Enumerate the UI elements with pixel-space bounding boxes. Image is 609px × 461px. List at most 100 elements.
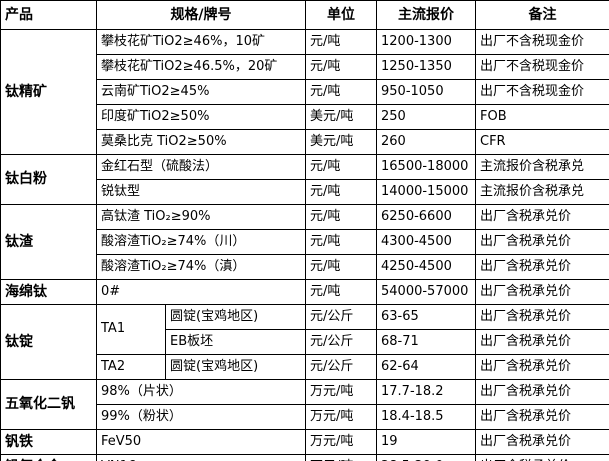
- spec-cell: 酸溶渣TiO₂≥74%（川）: [96, 229, 306, 255]
- table-row: 钛锭 TA1 圆锭(宝鸡地区) 元/公斤 63-65 出厂含税承兑价: [0, 304, 609, 380]
- table-row: 锐钛型 元/吨 14000-15000 主流报价含税承兑: [1, 179, 609, 205]
- price-cell: 6250-6600: [376, 204, 476, 230]
- unit-cell: 元/吨: [305, 154, 377, 180]
- unit-cell: 万元/吨: [305, 404, 377, 430]
- price-cell: 68-71: [376, 329, 476, 355]
- table-row: EB板坯 元/公斤 68-71 出厂含税承兑价: [1, 329, 609, 355]
- unit-cell: 元/吨: [305, 179, 377, 205]
- product-cell: 钒铁: [0, 429, 97, 455]
- price-cell: 1250-1350: [376, 54, 476, 80]
- note-cell: 主流报价含税承兑: [475, 179, 609, 205]
- product-cell: 钛白粉: [0, 154, 97, 205]
- spec-cell: VN16: [96, 454, 306, 461]
- note-cell: 出厂含税承兑价: [475, 279, 609, 305]
- note-cell: 主流报价含税承兑: [475, 154, 609, 180]
- note-cell: 出厂含税承兑价: [475, 229, 609, 255]
- spec-cell: 98%（片状）: [96, 379, 306, 405]
- table-row: 钛白粉 金红石型（硫酸法） 元/吨 16500-18000 主流报价含税承兑: [0, 154, 609, 205]
- spec-cell: 圆锭(宝鸡地区): [165, 304, 306, 330]
- unit-cell: 万元/吨: [305, 429, 377, 455]
- table-row: 酸溶渣TiO₂≥74%（川） 元/吨 4300-4500 出厂含税承兑价: [1, 229, 609, 255]
- table-row: 钒氮合金 VN16 万元/吨 28.5-29.0 出厂含税承兑价: [0, 454, 609, 461]
- unit-cell: 元/吨: [305, 79, 377, 105]
- spec-cell: FeV50: [96, 429, 306, 455]
- unit-cell: 元/公斤: [305, 329, 377, 355]
- price-cell: 17.7-18.2: [376, 379, 476, 405]
- spec-cell: 金红石型（硫酸法）: [96, 154, 306, 180]
- price-cell: 54000-57000: [376, 279, 476, 305]
- product-cell: 海绵钛: [0, 279, 97, 305]
- spec-cell: 99%（粉状）: [96, 404, 306, 430]
- header-price: 主流报价: [376, 0, 476, 30]
- unit-cell: 元/公斤: [305, 304, 377, 330]
- price-cell: 28.5-29.0: [376, 454, 476, 461]
- price-cell: 63-65: [376, 304, 476, 330]
- grade-cell: TA2: [96, 354, 166, 380]
- note-cell: 出厂含税承兑价: [475, 254, 609, 280]
- header-spec: 规格/牌号: [96, 0, 306, 30]
- note-cell: 出厂含税承兑价: [475, 379, 609, 405]
- price-cell: 1200-1300: [376, 29, 476, 55]
- table-row: 钒铁 FeV50 万元/吨 19 出厂含税承兑价: [0, 429, 609, 455]
- note-cell: 出厂含税承兑价: [475, 429, 609, 455]
- spec-cell: 印度矿TiO2≥50%: [96, 104, 306, 130]
- table-row: 云南矿TiO2≥45% 元/吨 950-1050 出厂不含税现金价: [1, 79, 609, 105]
- note-cell: 出厂含税承兑价: [475, 204, 609, 230]
- table-row: 钛精矿 攀枝花矿TiO2≥46%，10矿 元/吨 1200-1300 出厂不含税…: [0, 29, 609, 155]
- spec-cell: 攀枝花矿TiO2≥46.5%，20矿: [96, 54, 306, 80]
- note-cell: 出厂含税承兑价: [475, 404, 609, 430]
- header-note: 备注: [475, 0, 609, 30]
- spec-cell: 锐钛型: [96, 179, 306, 205]
- spec-cell: 攀枝花矿TiO2≥46%，10矿: [96, 29, 306, 55]
- unit-cell: 元/吨: [305, 29, 377, 55]
- unit-cell: 万元/吨: [305, 454, 377, 461]
- spec-cell: 云南矿TiO2≥45%: [96, 79, 306, 105]
- price-cell: 62-64: [376, 354, 476, 380]
- price-cell: 950-1050: [376, 79, 476, 105]
- spec-cell: 莫桑比克 TiO2≥50%: [96, 129, 306, 155]
- unit-cell: 美元/吨: [305, 104, 377, 130]
- price-cell: 4250-4500: [376, 254, 476, 280]
- spec-cell: 圆锭(宝鸡地区): [165, 354, 306, 380]
- grade-cell: TA1: [96, 304, 166, 355]
- table-row: 酸溶渣TiO₂≥74%（滇） 元/吨 4250-4500 出厂含税承兑价: [1, 254, 609, 280]
- note-cell: 出厂含税承兑价: [475, 304, 609, 330]
- price-cell: 14000-15000: [376, 179, 476, 205]
- table-row: 莫桑比克 TiO2≥50% 美元/吨 260 CFR: [1, 129, 609, 155]
- product-cell: 五氧化二钒: [0, 379, 97, 430]
- header-unit: 单位: [305, 0, 377, 30]
- product-cell: 钛锭: [0, 304, 97, 380]
- table-row: 99%（粉状） 万元/吨 18.4-18.5 出厂含税承兑价: [1, 404, 609, 430]
- note-cell: 出厂不含税现金价: [475, 29, 609, 55]
- price-cell: 19: [376, 429, 476, 455]
- note-cell: 出厂不含税现金价: [475, 54, 609, 80]
- unit-cell: 美元/吨: [305, 129, 377, 155]
- unit-cell: 元/吨: [305, 54, 377, 80]
- product-cell: 钛渣: [0, 204, 97, 280]
- table-row: 攀枝花矿TiO2≥46.5%，20矿 元/吨 1250-1350 出厂不含税现金…: [1, 54, 609, 80]
- spec-cell: 高钛渣 TiO₂≥90%: [96, 204, 306, 230]
- header-row: 产品 规格/牌号 单位 主流报价 备注: [0, 0, 609, 30]
- table-row: 钛渣 高钛渣 TiO₂≥90% 元/吨 6250-6600 出厂含税承兑价: [0, 204, 609, 280]
- price-cell: 4300-4500: [376, 229, 476, 255]
- price-cell: 260: [376, 129, 476, 155]
- unit-cell: 万元/吨: [305, 379, 377, 405]
- unit-cell: 元/吨: [305, 254, 377, 280]
- note-cell: 出厂含税承兑价: [475, 454, 609, 461]
- product-cell: 钛精矿: [0, 29, 97, 155]
- table-row: 五氧化二钒 98%（片状） 万元/吨 17.7-18.2 出厂含税承兑价: [0, 379, 609, 430]
- price-cell: 16500-18000: [376, 154, 476, 180]
- product-cell: 钒氮合金: [0, 454, 97, 461]
- spec-cell: EB板坯: [165, 329, 306, 355]
- note-cell: 出厂含税承兑价: [475, 329, 609, 355]
- header-product: 产品: [0, 0, 97, 30]
- spec-cell: 0#: [96, 279, 306, 305]
- spec-cell: 酸溶渣TiO₂≥74%（滇）: [96, 254, 306, 280]
- unit-cell: 元/吨: [305, 279, 377, 305]
- price-cell: 250: [376, 104, 476, 130]
- unit-cell: 元/吨: [305, 204, 377, 230]
- price-cell: 18.4-18.5: [376, 404, 476, 430]
- unit-cell: 元/公斤: [305, 354, 377, 380]
